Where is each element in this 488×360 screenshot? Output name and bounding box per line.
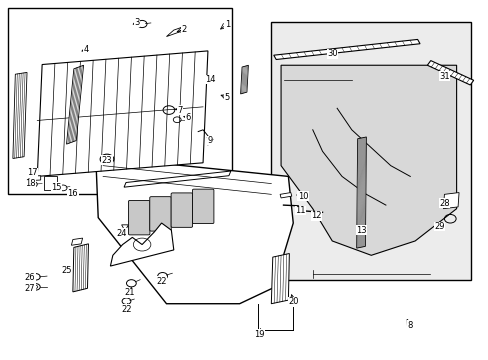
Text: 27: 27 [24,284,35,293]
Text: 30: 30 [326,49,337,58]
Polygon shape [280,193,291,198]
Polygon shape [240,65,248,94]
Polygon shape [29,176,41,181]
Text: 13: 13 [355,226,366,235]
Polygon shape [110,223,173,266]
Polygon shape [166,26,185,37]
Text: 5: 5 [224,93,229,102]
Text: 20: 20 [287,297,298,306]
Polygon shape [271,253,289,304]
Text: 9: 9 [207,136,213,145]
Text: 8: 8 [407,321,412,330]
FancyBboxPatch shape [128,201,150,235]
Text: 4: 4 [83,45,88,54]
Text: 6: 6 [185,113,191,122]
Text: 19: 19 [253,330,264,339]
Text: 22: 22 [156,276,166,285]
Polygon shape [427,60,473,85]
Polygon shape [356,137,366,248]
Polygon shape [281,65,456,255]
Polygon shape [96,157,293,304]
Text: 14: 14 [204,75,215,84]
Text: 28: 28 [438,199,449,208]
FancyBboxPatch shape [171,193,192,227]
Text: 29: 29 [433,222,444,231]
Text: 24: 24 [116,229,126,238]
Text: 15: 15 [51,183,62,192]
Text: 11: 11 [295,206,305,215]
Text: 18: 18 [24,179,35,188]
Text: 7: 7 [177,105,183,114]
Text: 10: 10 [297,192,307,201]
Text: 26: 26 [24,273,35,282]
Text: 17: 17 [27,168,38,177]
Polygon shape [13,72,27,158]
Text: 1: 1 [224,19,229,28]
Polygon shape [71,238,82,245]
Bar [8,8,232,194]
Polygon shape [66,65,83,144]
Polygon shape [443,193,458,209]
Polygon shape [122,225,128,231]
FancyBboxPatch shape [192,189,213,224]
Text: 31: 31 [438,72,449,81]
Text: 23: 23 [102,156,112,165]
Text: 25: 25 [61,266,72,275]
Text: 16: 16 [67,189,78,198]
Text: 2: 2 [181,25,186,34]
Polygon shape [73,244,88,292]
Polygon shape [124,171,230,187]
Text: 21: 21 [124,288,135,297]
Polygon shape [273,40,419,59]
Text: 3: 3 [134,18,140,27]
FancyBboxPatch shape [149,197,171,231]
Circle shape [104,157,110,161]
Polygon shape [37,51,207,176]
Text: 22: 22 [121,305,131,314]
Bar [271,22,470,280]
Text: 12: 12 [311,211,321,220]
Bar [43,176,57,190]
